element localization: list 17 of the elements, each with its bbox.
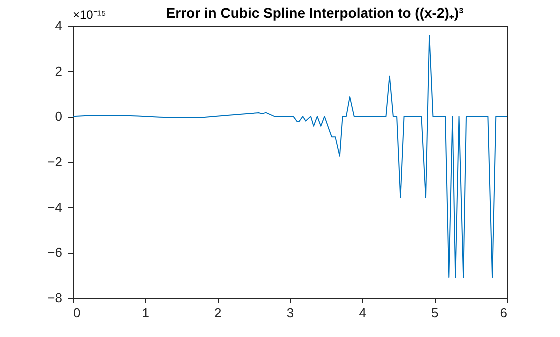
x-tick-label: 0	[74, 306, 81, 320]
x-tick-label: 4	[359, 306, 366, 320]
y-tick-label: −6	[48, 245, 62, 260]
y-tick-label: 0	[55, 109, 62, 124]
y-tick-label: 2	[55, 64, 62, 79]
line-series	[73, 35, 507, 278]
x-tick-label: 5	[432, 306, 439, 320]
x-tick-label: 6	[500, 306, 508, 320]
y-tick-label: 4	[55, 18, 62, 34]
y-tick-label: −2	[48, 154, 62, 170]
text: ×10⁻¹⁵	[73, 8, 106, 22]
y-tick-label: −8	[48, 290, 62, 306]
x-tick-label: 3	[286, 306, 294, 320]
x-tick-label: 1	[142, 306, 150, 320]
x-tick-label: 2	[214, 306, 222, 320]
y-tick-label: −4	[48, 200, 62, 215]
chart-title: Error in Cubic Spline Interpolation to ((x-2)₊)³	[166, 5, 464, 21]
